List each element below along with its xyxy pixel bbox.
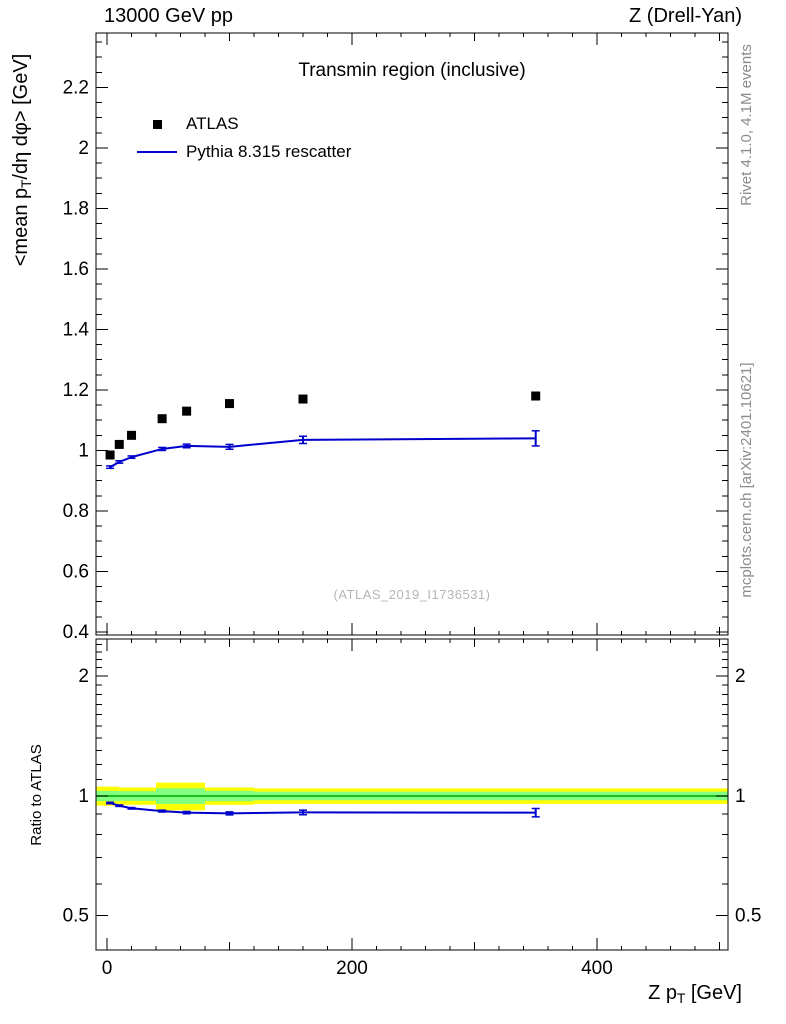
process-label: Z (Drell-Yan) [629,5,742,27]
data-point-square-atlas [182,406,192,416]
atlas-square-marker-icon [135,119,179,129]
plot-title: Transmin region (inclusive) [298,60,526,81]
mcplots-attribution-note: mcplots.cern.ch [arXiv:2401.10621] [738,362,755,598]
x-tick-label: 400 [581,958,613,979]
y-axis-title-part: <mean p [10,187,32,267]
ratio-tick-label: 0.5 [735,906,761,927]
series-line-pythia-8-315-rescatter [109,437,536,468]
data-point-square-atlas [531,391,541,401]
ratio-tick-label: 1 [735,786,746,807]
y-tick-label: 2 [78,138,89,159]
x-axis-title-part: Z p [648,982,677,1004]
data-point-square-atlas [157,414,167,424]
ratio-tick-label: 2 [78,666,89,687]
y-axis-title-subscript: T [18,179,34,188]
y-axis-title: <mean pT/dη dφ> [GeV] [9,10,34,310]
data-point-square-atlas [114,439,124,449]
data-point-square-atlas [298,394,308,404]
ratio-y-axis-title: Ratio to ATLAS [28,744,45,846]
y-tick-label: 2.2 [63,77,89,98]
pythia-line-marker-icon [135,151,179,153]
legend-item-atlas: ATLAS [135,110,351,138]
y-tick-label: 1.6 [63,259,89,280]
y-tick-label: 1 [78,440,89,461]
legend-item-pythia: Pythia 8.315 rescatter [135,138,351,166]
ratio-tick-label: 1 [78,786,89,807]
data-point-square-atlas [127,430,137,440]
y-tick-label: 0.8 [63,501,89,522]
y-tick-label: 1.4 [63,319,90,340]
x-axis-title-part: [GeV] [685,982,742,1004]
data-point-square-atlas [105,450,115,460]
x-axis-title-subscript: T [676,990,686,1006]
y-axis-title-part: /dη dφ> [GeV] [10,53,32,180]
y-tick-label: 1.8 [63,198,89,219]
legend-label-pythia: Pythia 8.315 rescatter [186,142,352,161]
rivet-version-note: Rivet 4.1.0, 4.1M events [738,44,755,206]
ratio-frame [95,638,729,951]
data-point-square-atlas [225,399,235,409]
y-tick-label: 1.2 [63,380,89,401]
beam-energy-label: 13000 GeV pp [104,5,233,27]
legend-label-atlas: ATLAS [186,114,239,133]
analysis-id-watermark: (ATLAS_2019_I1736531) [333,587,491,602]
x-axis-title: Z pT [GeV] [648,982,742,1006]
x-tick-label: 200 [336,958,368,979]
ratio-tick-label: 0.5 [63,906,89,927]
main-frame [95,32,729,636]
y-tick-label: 0.6 [63,561,89,582]
ratio-tick-label: 2 [735,666,746,687]
legend: ATLAS Pythia 8.315 rescatter [135,110,351,166]
y-tick-label: 0.4 [63,622,90,643]
x-tick-label: 0 [102,958,113,979]
